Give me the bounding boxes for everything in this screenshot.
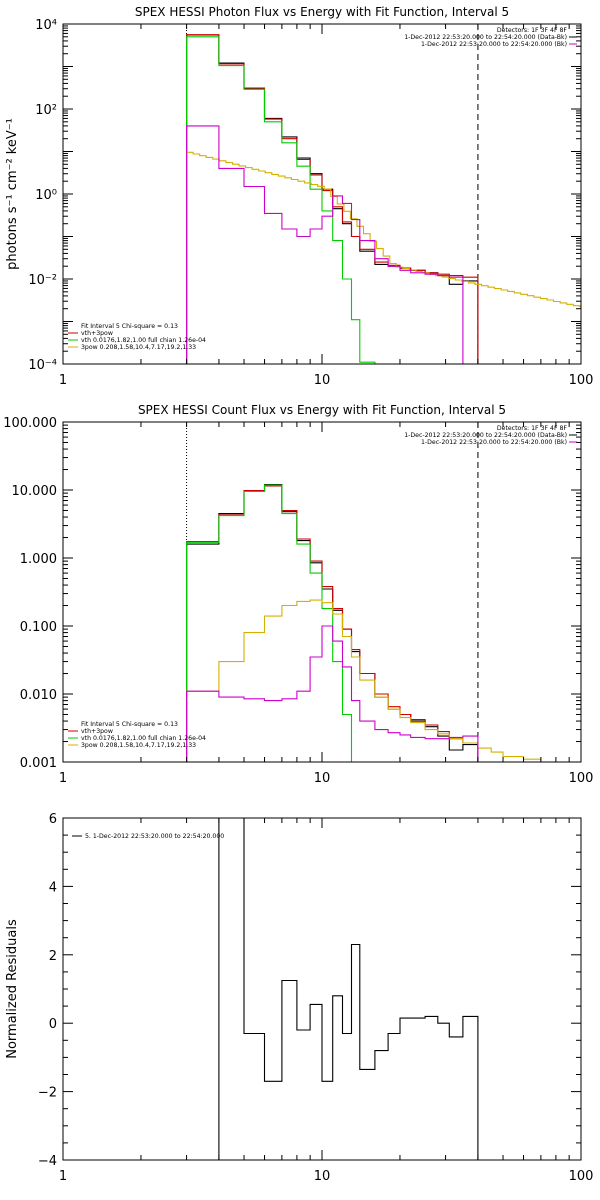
legend-entry: vth 0.0176,1.82,1.00 full chian 1.26e-04 [81,735,206,742]
y-tick-label: 10⁻² [28,273,57,288]
y-tick-label: 4 [49,880,57,895]
y-axis-label: photons s⁻¹ cm⁻² keV⁻¹ [5,118,20,270]
y-tick-label: 0.100 [20,620,57,635]
y-tick-label: 10² [35,103,57,118]
y-tick-label: 10⁰ [35,188,57,203]
x-tick-label: 1 [59,373,67,388]
x-tick-label: 100 [569,373,594,388]
x-tick-label: 1 [59,771,67,786]
legend-entry: Fit Interval 5 Chi-square = 0.13 [81,721,178,728]
panel-3: 1 10 100 −4 −2 0 2 4 6 Normalized Residuals 5. 1-D… [5,812,594,1184]
y-tick-label: 6 [49,812,57,827]
plot-frame [62,817,582,1161]
x-tick-label: 100 [569,1169,594,1184]
info-line: 1-Dec-2012 22:53:20.000 to 22:54:20.000 … [404,34,567,41]
y-tick-label: 2 [49,949,57,964]
legend-entry: 5. 1-Dec-2012 22:53:20.000 to 22:54:20.0… [85,833,224,840]
legend-entry: vth+3pow [81,728,113,735]
y-tick-label: 10⁻⁴ [28,358,57,373]
y-axis-label: Normalized Residuals [5,919,20,1059]
y-tick-label: 10.000 [12,484,58,499]
legend-entry: 3pow 0.208,1.58,10.4,7.17,19.2,1.33 [81,742,196,749]
info-line: 1-Dec-2012 22:53:20.000 to 22:54:20.000 … [421,41,567,48]
legend-entry: vth 0.0176,1.82,1.00 full chian 1.26e-04 [81,337,206,344]
y-tick-label: 0.010 [20,688,57,703]
series-residuals [186,818,479,1160]
y-tick-label: 10⁴ [35,18,57,33]
y-tick-label: −2 [38,1086,57,1101]
y-tick-label: 0.001 [20,756,57,771]
info-line: Detectors: 1F 3F 4F 8F [497,425,568,432]
x-tick-label: 10 [314,373,331,388]
x-tick-label: 10 [314,1169,331,1184]
y-tick-label: −4 [38,1154,57,1169]
panel-2: 1 10 100 0.001 0.010 0.100 1.000 10.000 100.000 S… [3,403,594,786]
chart-title: SPEX HESSI Count Flux vs Energy with Fit… [138,403,506,417]
legend-entry: 3pow 0.208,1.58,10.4,7.17,19.2,1.33 [81,344,196,351]
y-tick-label: 100.000 [3,416,57,431]
chart-title: SPEX HESSI Photon Flux vs Energy with Fi… [135,5,509,19]
panel-1: 1 10 100 10⁻⁴ 10⁻² 10⁰ 10² 10⁴ SPEX HESSI Photon… [5,5,594,388]
x-tick-label: 1 [59,1169,67,1184]
series-bk [186,125,479,364]
legend-entry: Fit Interval 5 Chi-square = 0.13 [81,323,178,330]
series-3pow [186,599,542,762]
x-tick-label: 10 [314,771,331,786]
info-line: 1-Dec-2012 22:53:20.000 to 22:54:20.000 … [421,439,567,446]
x-tick-label: 100 [569,771,594,786]
info-line: Detectors: 1F 3F 4F 8F [497,27,568,34]
series-vth [186,36,389,364]
info-line: 1-Dec-2012 22:53:20.000 to 22:54:20.000 … [404,432,567,439]
series-vth [186,484,361,762]
series-3pow [186,151,581,364]
y-tick-label: 1.000 [20,552,57,567]
y-tick-label: 0 [49,1017,57,1032]
series-bk [186,625,479,762]
legend-entry: vth+3pow [81,330,113,337]
